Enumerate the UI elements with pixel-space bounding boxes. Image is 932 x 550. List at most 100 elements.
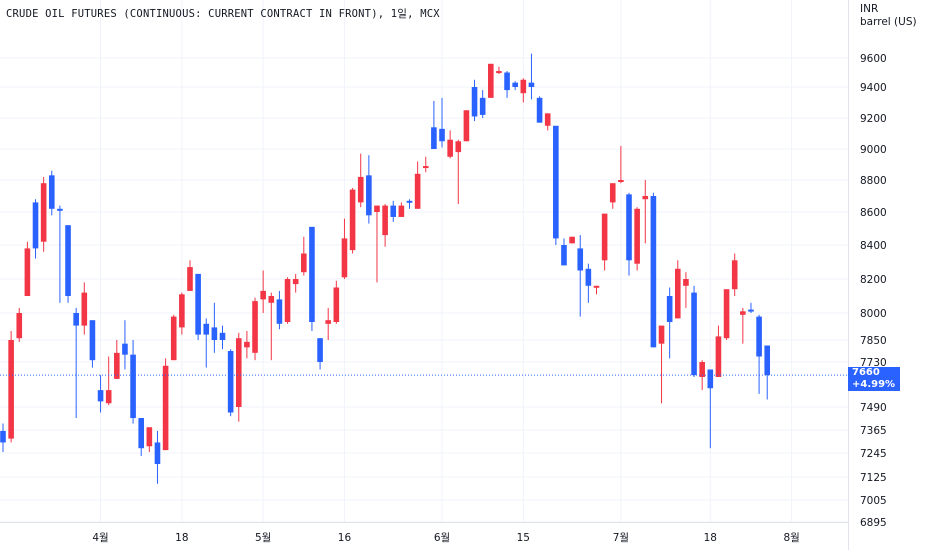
candle-body-17 bbox=[138, 418, 145, 449]
candle-46 bbox=[374, 205, 380, 283]
price-axis-border bbox=[848, 0, 849, 550]
x-tick-label-2: 5월 bbox=[255, 532, 271, 544]
candle-33 bbox=[268, 292, 275, 361]
candle-body-33 bbox=[268, 296, 275, 303]
candle-body-31 bbox=[252, 301, 258, 353]
candle-28 bbox=[227, 349, 234, 417]
candle-body-89 bbox=[723, 289, 730, 339]
candle-body-48 bbox=[390, 205, 397, 217]
candle-body-10 bbox=[81, 292, 88, 326]
candle-body-18 bbox=[146, 427, 153, 447]
candle-10 bbox=[81, 282, 88, 335]
candle-68 bbox=[553, 125, 559, 245]
candle-53 bbox=[431, 100, 437, 149]
candle-23 bbox=[187, 260, 193, 291]
candle-body-28 bbox=[227, 351, 234, 413]
candle-38 bbox=[309, 226, 315, 331]
candle-body-82 bbox=[666, 296, 673, 322]
candle-69 bbox=[561, 238, 567, 266]
last-price-value: 7660 bbox=[852, 367, 880, 379]
candle-5 bbox=[40, 176, 47, 252]
candle-body-55 bbox=[447, 139, 453, 157]
currency-label: INR bbox=[860, 3, 879, 15]
candle-3 bbox=[24, 241, 31, 296]
y-tick-label-3: 9000 bbox=[860, 144, 887, 156]
candle-59 bbox=[479, 90, 486, 118]
candle-26 bbox=[211, 302, 218, 353]
candle-body-94 bbox=[764, 345, 771, 376]
candle-87 bbox=[707, 369, 714, 449]
candle-35 bbox=[284, 277, 291, 324]
candle-body-45 bbox=[366, 175, 372, 216]
candle-body-67 bbox=[544, 113, 551, 126]
candle-body-71 bbox=[577, 248, 584, 271]
candle-80 bbox=[650, 192, 657, 348]
price-axis[interactable]: 9600 9400 9200 9000 8800 8600 8400 8200 8000 7850… bbox=[860, 53, 887, 529]
candle-body-22 bbox=[179, 294, 185, 328]
candle-body-59 bbox=[479, 97, 486, 115]
candle-body-2 bbox=[16, 313, 23, 339]
candle-body-5 bbox=[40, 183, 47, 242]
candle-body-69 bbox=[561, 245, 567, 266]
y-tick-label-5: 8600 bbox=[860, 207, 887, 219]
candle-14 bbox=[114, 340, 120, 379]
candle-66 bbox=[536, 96, 543, 123]
candle-45 bbox=[366, 155, 372, 224]
candle-body-62 bbox=[504, 72, 510, 91]
candle-56 bbox=[455, 139, 462, 204]
candle-60 bbox=[488, 63, 494, 98]
candle-body-23 bbox=[187, 267, 193, 291]
grid-lines bbox=[0, 0, 848, 523]
candle-body-86 bbox=[699, 362, 705, 377]
time-axis[interactable]: 4월 18 5월 16 6월 15 7월 18 8월 bbox=[92, 532, 799, 544]
candle-16 bbox=[130, 340, 136, 424]
candle-4 bbox=[32, 199, 39, 259]
candle-body-56 bbox=[455, 141, 462, 153]
candle-9 bbox=[73, 307, 79, 419]
candle-body-84 bbox=[683, 279, 689, 286]
candle-58 bbox=[471, 79, 478, 122]
candle-34 bbox=[276, 290, 283, 330]
candle-body-26 bbox=[211, 327, 218, 340]
candle-71 bbox=[577, 235, 584, 317]
candle-89 bbox=[723, 289, 730, 340]
candle-body-36 bbox=[292, 279, 299, 285]
candle-body-77 bbox=[626, 194, 632, 261]
candle-67 bbox=[544, 113, 551, 131]
candle-body-81 bbox=[658, 325, 665, 344]
candle-62 bbox=[504, 71, 510, 98]
y-tick-label-11: 7490 bbox=[860, 402, 887, 414]
candle-body-92 bbox=[748, 309, 754, 312]
candle-43 bbox=[349, 188, 356, 254]
candle-body-83 bbox=[674, 268, 681, 319]
y-tick-label-1: 9400 bbox=[860, 82, 887, 94]
candle-48 bbox=[390, 200, 397, 222]
candle-body-75 bbox=[609, 183, 616, 203]
candle-body-35 bbox=[284, 279, 291, 322]
candle-50 bbox=[406, 199, 413, 209]
candle-54 bbox=[439, 97, 445, 148]
candle-body-21 bbox=[170, 316, 177, 361]
candle-body-72 bbox=[585, 268, 592, 286]
candle-body-30 bbox=[244, 341, 250, 348]
y-tick-label-9: 7850 bbox=[860, 335, 887, 347]
candle-44 bbox=[357, 153, 364, 208]
candle-73 bbox=[593, 285, 600, 295]
candle-8 bbox=[65, 225, 71, 303]
candle-body-27 bbox=[219, 332, 226, 340]
candle-49 bbox=[398, 202, 405, 217]
candle-body-46 bbox=[374, 205, 380, 212]
candle-17 bbox=[138, 418, 145, 456]
y-tick-label-2: 9200 bbox=[860, 113, 887, 125]
candle-1 bbox=[8, 331, 14, 443]
candle-body-66 bbox=[536, 97, 543, 123]
candle-65 bbox=[528, 53, 535, 100]
last-price-badge: 7660 +4.99% bbox=[848, 367, 900, 392]
candle-body-19 bbox=[154, 442, 161, 464]
candle-0 bbox=[0, 423, 6, 453]
candle-25 bbox=[203, 318, 210, 368]
candle-20 bbox=[162, 358, 169, 451]
candle-32 bbox=[260, 270, 266, 313]
candle-body-57 bbox=[463, 110, 470, 142]
